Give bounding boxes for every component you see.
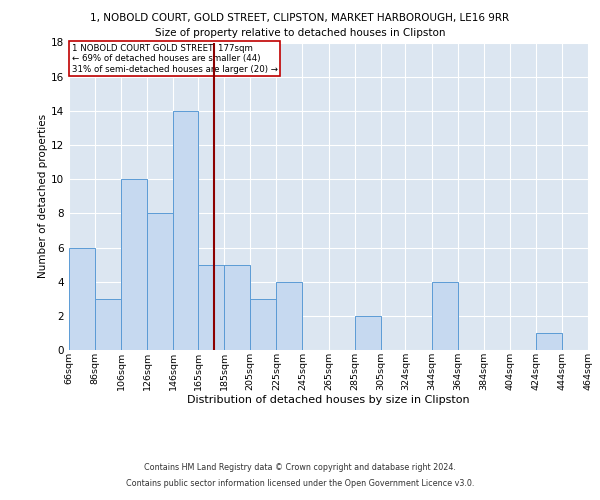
X-axis label: Distribution of detached houses by size in Clipston: Distribution of detached houses by size … (187, 396, 470, 406)
Bar (224, 264, 250, 350)
Bar (355, 316, 380, 350)
Text: Contains public sector information licensed under the Open Government Licence v3: Contains public sector information licen… (126, 478, 474, 488)
Text: Size of property relative to detached houses in Clipston: Size of property relative to detached ho… (155, 28, 445, 38)
Text: 1 NOBOLD COURT GOLD STREET: 177sqm
← 69% of detached houses are smaller (44)
31%: 1 NOBOLD COURT GOLD STREET: 177sqm ← 69%… (71, 44, 278, 74)
Bar (431, 282, 458, 350)
Bar (277, 282, 302, 350)
Bar (95, 298, 121, 350)
Text: Contains HM Land Registry data © Crown copyright and database right 2024.: Contains HM Land Registry data © Crown c… (144, 464, 456, 472)
Bar (250, 298, 277, 350)
Text: 1, NOBOLD COURT, GOLD STREET, CLIPSTON, MARKET HARBOROUGH, LE16 9RR: 1, NOBOLD COURT, GOLD STREET, CLIPSTON, … (91, 12, 509, 22)
Bar (173, 111, 198, 350)
Y-axis label: Number of detached properties: Number of detached properties (38, 114, 48, 278)
Bar (121, 179, 147, 350)
Bar (69, 248, 95, 350)
Bar (536, 333, 562, 350)
Bar (198, 264, 224, 350)
Bar (147, 214, 173, 350)
